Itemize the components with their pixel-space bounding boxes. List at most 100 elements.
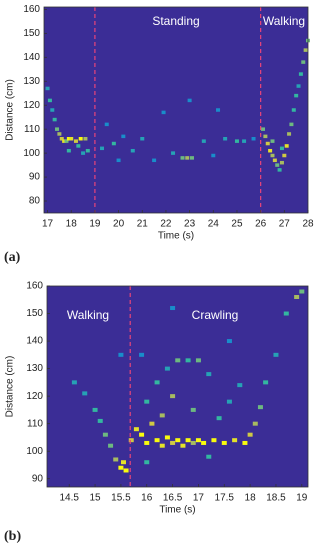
x-tick-label: 18 [66,219,78,230]
heatmap-cell [289,122,294,127]
heatmap-cell [133,427,139,432]
heatmap-cell [242,139,247,143]
heatmap-cell [268,148,273,153]
heatmap-cell [206,372,212,377]
y-tick-label: 80 [29,196,41,207]
heatmap-cell [159,443,165,448]
heatmap-cell [185,156,190,160]
heatmap-cell [283,311,289,316]
y-tick-label: 160 [26,281,43,292]
heatmap-cell [154,438,160,443]
heatmap-cell [154,380,160,385]
heatmap-cell [223,136,228,141]
heatmap-cell [257,405,263,410]
heatmap-cell [252,421,258,426]
annotation: Walking [67,308,109,322]
heatmap-cell [111,141,116,146]
x-tick-label: 27 [279,219,291,230]
heatmap-cell [247,432,253,437]
heatmap-cell [78,136,83,141]
x-tick-label: 19 [296,493,308,504]
x-tick-label: 17 [193,493,205,504]
heatmap-cell [201,139,206,143]
axes-frame [43,6,309,214]
heatmap-cell [242,440,248,445]
heatmap-cell [303,48,308,52]
heatmap-cell [226,399,232,404]
heatmap-cell [81,151,86,155]
heatmap-cell [55,127,60,131]
heatmap-cell [97,418,103,423]
annotation: Crawling [192,308,239,322]
heatmap-cell [277,168,282,172]
heatmap-cell [171,151,176,155]
heatmap-cell [279,146,284,151]
heatmap-cell [187,98,192,103]
heatmap-cell [185,438,191,443]
heatmap-cell [275,163,280,167]
y-tick-label: 90 [29,172,41,183]
heatmap-cell [263,134,268,139]
heatmap-cell [190,407,196,412]
heatmap-cell [232,438,238,443]
x-tick-label: 14.5 [59,493,79,504]
heatmap-cell [237,383,243,388]
heatmap-cell [216,108,221,112]
heatmap-cell [298,72,303,76]
heatmap-cell [100,146,105,151]
heatmap-cell [123,468,129,473]
y-axis-label: Distance (cm) [5,79,16,141]
heatmap-cell [139,432,145,437]
heatmap-cell [66,136,71,141]
heatmap-cell [170,440,176,445]
heatmap-cell [108,443,114,448]
heatmap-cell [76,144,81,148]
heatmap-cell [83,136,88,141]
heatmap-cell [180,443,186,448]
heatmap-cell [299,289,305,294]
heatmap-cell [296,84,301,88]
heatmap-cell [279,160,284,165]
y-tick-label: 90 [32,473,44,484]
heatmap-cell [175,438,181,443]
heatmap-cell [164,435,170,440]
x-tick-label: 23 [184,219,196,230]
y-tick-label: 130 [23,76,40,87]
heatmap-cell [201,440,207,445]
heatmap-cell [211,153,216,158]
heatmap-cell [195,438,201,443]
heatmap-cell [144,460,150,465]
y-tick-label: 110 [27,418,43,429]
heatmap-cell [291,108,296,112]
heatmap-cell [57,132,62,136]
heatmap-cell [116,158,121,163]
heatmap-cell [52,117,57,122]
heatmap-cell [144,399,150,404]
axes-frame [46,285,309,488]
heatmap-cell [294,295,300,300]
heatmap-cell [251,136,256,141]
heatmap-cell [263,380,269,385]
heatmap-cell [102,432,108,437]
heatmap-cell [161,110,166,115]
x-tick-label: 16.5 [163,493,183,504]
x-tick-label: 15 [90,493,102,504]
heatmap-cell [301,60,306,64]
y-tick-label: 140 [23,52,40,63]
heatmap-cell [216,416,222,421]
x-tick-label: 18 [245,493,257,504]
heatmap-cell [226,339,232,344]
x-tick-label: 21 [137,219,149,230]
x-axis-label: Time (s) [159,505,195,516]
heatmap-cell [270,139,275,143]
x-tick-label: 18.5 [266,493,286,504]
heatmap-cell [140,136,145,141]
y-tick-label: 100 [26,446,43,457]
heatmap-cell [92,407,98,412]
x-tick-label: 24 [208,219,220,230]
x-tick-label: 17 [42,219,54,230]
heatmap-cell [185,358,191,363]
heatmap-cell [159,413,165,418]
heatmap-cell [113,457,119,462]
